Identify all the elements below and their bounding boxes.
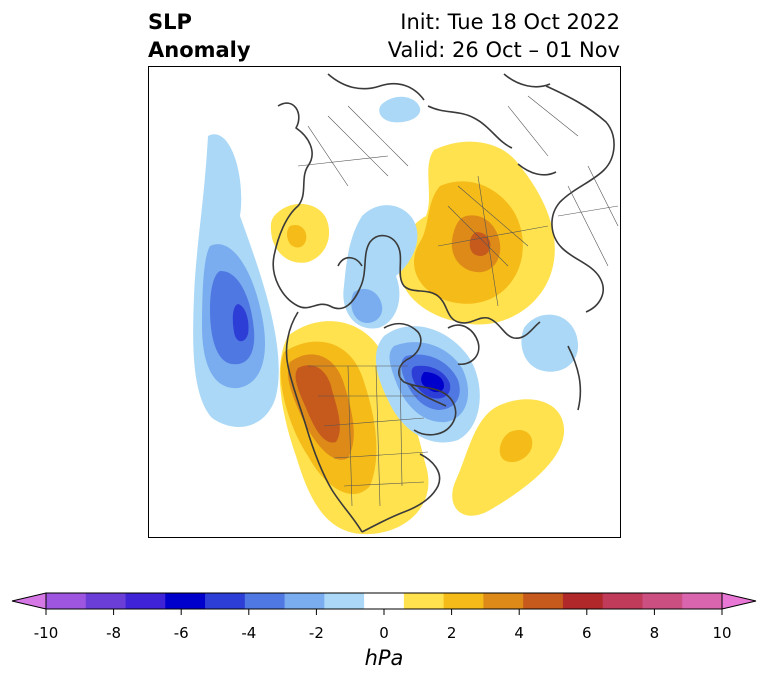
colorbar-unit-label: hPa — [364, 646, 404, 670]
colorbar-segment — [523, 593, 564, 609]
colorbar-segment — [205, 593, 246, 609]
colorbar-tick-label: -6 — [173, 624, 189, 642]
title-variable: SLP — [148, 10, 192, 34]
colorbar-segment — [562, 593, 604, 609]
init-date: Init: Tue 18 Oct 2022 — [400, 10, 620, 34]
colorbar-segment — [125, 593, 166, 609]
colorbar-tick-label: -4 — [241, 624, 257, 642]
title-subtitle: Anomaly — [148, 38, 251, 62]
colorbar-segment — [642, 593, 683, 609]
colorbar-segment — [443, 593, 484, 609]
colorbar-segment — [244, 593, 286, 609]
colorbar-segment — [324, 593, 365, 609]
colorbar-tick-label: 0 — [379, 624, 389, 642]
anomaly-map — [148, 66, 621, 538]
wna-high-core — [295, 365, 340, 443]
coastlines — [272, 73, 615, 533]
colorbar-tick-label: -10 — [33, 624, 59, 642]
map-date-info: Init: Tue 18 Oct 2022 Valid: 26 Oct – 01… — [388, 8, 620, 64]
colorbar-segment — [483, 593, 524, 609]
colorbar — [11, 592, 757, 615]
colorbar-tick-label: 2 — [446, 624, 457, 642]
colorbar-tick-label: 6 — [582, 624, 592, 642]
atlantic-high-core — [499, 429, 533, 463]
arctic-low-north — [379, 96, 421, 123]
arctic-low-contour-2 — [351, 288, 383, 324]
colorbar-tick-label: -8 — [106, 624, 122, 642]
colorbar-tick-label: -2 — [308, 624, 324, 642]
colorbar-segment — [682, 593, 723, 609]
political-borders — [297, 95, 619, 507]
colorbar-tick-label: 8 — [649, 624, 660, 642]
colorbar-segment — [85, 593, 127, 609]
valid-range: Valid: 26 Oct – 01 Nov — [387, 38, 620, 62]
arctic-canada-high-core — [287, 224, 307, 248]
colorbar-segment — [403, 593, 445, 609]
colorbar-tick-label: 10 — [712, 624, 732, 642]
colorbar-segment — [46, 593, 87, 609]
colorbar-extend-max — [721, 592, 757, 610]
colorbar-extend-min — [11, 592, 47, 610]
colorbar-segment — [602, 593, 643, 609]
colorbar-segment — [364, 593, 405, 609]
pacific-low-core — [232, 304, 249, 342]
europe-low-contour-1 — [521, 314, 578, 372]
colorbar-tick-label: 4 — [514, 624, 524, 642]
colorbar-segment — [284, 593, 325, 609]
colorbar-segment — [165, 593, 206, 609]
pacific-low-contour-3 — [210, 270, 255, 365]
eurasia-high-core — [469, 232, 491, 256]
map-title: SLP Anomaly — [148, 8, 251, 64]
